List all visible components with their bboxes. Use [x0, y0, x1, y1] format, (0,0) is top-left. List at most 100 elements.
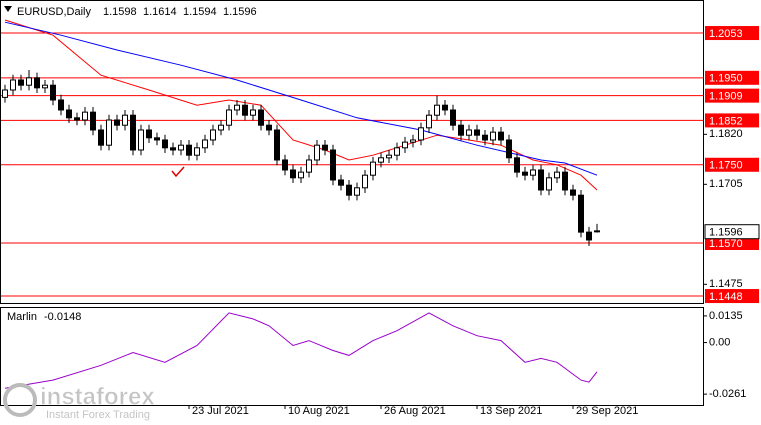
level-label: 1.1750 — [709, 160, 743, 172]
indicator-title: Marlin — [7, 311, 37, 323]
candle-body — [138, 129, 144, 151]
candle-body — [570, 189, 576, 196]
candle-body — [2, 89, 8, 98]
candle-body — [386, 154, 392, 159]
current-price-box — [704, 224, 760, 240]
candle-body — [250, 109, 256, 116]
level-label-box — [705, 70, 759, 85]
candle-body — [202, 139, 208, 149]
candle-body — [282, 159, 288, 171]
candle-body — [482, 134, 488, 141]
x-tick-label: 26 Aug 2021 — [384, 405, 446, 417]
candle-body — [218, 124, 224, 131]
y-tick-label: -0.0261 — [709, 388, 746, 400]
candle-body — [546, 177, 552, 191]
candle-body — [114, 119, 120, 126]
candle-body — [90, 111, 96, 131]
header-high: 1.1614 — [143, 6, 177, 18]
level-label: 1.1950 — [709, 73, 743, 85]
candle-body — [186, 144, 192, 156]
candle-body — [506, 139, 512, 159]
candle-body — [266, 124, 272, 131]
candle-body — [194, 147, 200, 156]
candle-body — [410, 139, 416, 143]
x-tick-label: 29 Sep 2021 — [576, 405, 638, 417]
candle-body — [474, 129, 480, 136]
candle-body — [458, 124, 464, 136]
candle-body — [330, 149, 336, 181]
candle-body — [50, 84, 56, 101]
candle-body — [274, 129, 280, 161]
candle-body — [10, 79, 16, 91]
x-tick-label: 23 Jul 2021 — [192, 405, 249, 417]
candle-body — [338, 179, 344, 186]
candle-body — [106, 119, 112, 146]
logo-icon — [3, 383, 37, 417]
candle-body — [490, 131, 496, 141]
candle-body — [226, 109, 232, 126]
candle-body — [370, 161, 376, 176]
watermark-name: instaforex — [40, 383, 155, 410]
candle-body — [18, 79, 24, 86]
candle-body — [394, 147, 400, 156]
candle-body — [26, 77, 32, 86]
level-label-box — [705, 289, 759, 304]
y-tick-label: 0.00 — [709, 336, 730, 348]
candle-body — [466, 129, 472, 136]
header-close: 1.1596 — [223, 6, 257, 18]
candle-body — [554, 171, 560, 179]
candle-body — [322, 144, 328, 151]
candle-body — [378, 157, 384, 163]
check-mark — [171, 166, 185, 178]
level-label-box — [705, 113, 759, 128]
candle-body — [290, 169, 296, 179]
candle-body — [426, 114, 432, 129]
level-label-box — [705, 88, 759, 103]
y-tick-label: 1.1475 — [709, 278, 743, 290]
header-open: 1.1598 — [103, 6, 137, 18]
x-tick-label: 13 Sep 2021 — [480, 405, 542, 417]
candle-body — [258, 109, 264, 126]
candle-body — [402, 141, 408, 149]
candle-body — [298, 171, 304, 179]
candle-body — [66, 109, 72, 119]
indicator-pane-frame — [0, 307, 704, 406]
moving-average — [4, 21, 598, 176]
candle-body — [594, 230, 600, 233]
candle-body — [122, 114, 128, 126]
watermark-tagline: Instant Forex Trading — [46, 409, 150, 421]
candle-body — [418, 127, 424, 141]
candle-body — [498, 131, 504, 141]
candle-body — [346, 184, 352, 196]
candle-body — [522, 171, 528, 176]
candle-body — [442, 104, 448, 111]
candle-body — [314, 144, 320, 161]
header-arrow — [4, 6, 12, 12]
candle-body — [74, 117, 80, 121]
moving-average — [4, 19, 598, 191]
level-label: 1.2053 — [709, 28, 743, 40]
candle-body — [210, 129, 216, 141]
chart-title: EURUSD,Daily — [17, 6, 91, 18]
candle-body — [538, 169, 544, 191]
candle-body — [34, 77, 40, 89]
candle-body — [98, 129, 104, 146]
x-tick-label: 10 Aug 2021 — [288, 405, 350, 417]
candle-body — [146, 129, 152, 139]
indicator-value: -0.0148 — [44, 311, 81, 323]
candle-body — [562, 171, 568, 191]
candle-body — [82, 111, 88, 121]
candle-body — [578, 194, 584, 233]
candle-body — [130, 114, 136, 151]
candle-body — [58, 99, 64, 111]
candle-body — [42, 84, 48, 89]
candle-body — [178, 144, 184, 151]
candle-body — [234, 104, 240, 111]
y-tick-label: 1.1705 — [709, 178, 743, 190]
candle-body — [306, 159, 312, 173]
indicator-line — [4, 312, 598, 389]
candle-body — [514, 157, 520, 173]
level-label-box — [705, 157, 759, 172]
